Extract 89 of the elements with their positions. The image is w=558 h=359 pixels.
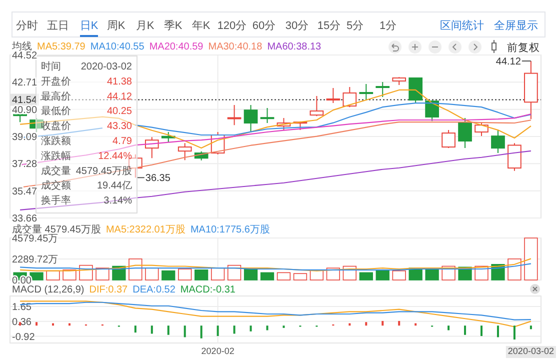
text: 5分 bbox=[346, 20, 364, 32]
annotation: 涨跌额 bbox=[41, 135, 71, 147]
annotation: 收盘价 bbox=[41, 120, 71, 132]
bar bbox=[376, 270, 390, 280]
text: MACD:-0.31 bbox=[180, 284, 236, 296]
candlestick bbox=[326, 88, 340, 104]
text: 季K bbox=[164, 19, 183, 32]
candlestick bbox=[491, 130, 505, 154]
y-tick-label: -0.92 bbox=[12, 332, 36, 343]
annotation: 2020-03-02 bbox=[80, 62, 132, 72]
annotation: 3.14% bbox=[104, 196, 132, 207]
y-tick-label: 42.71 bbox=[12, 78, 38, 89]
text: MA10:40.55 bbox=[90, 42, 145, 52]
annotation: 涨跌幅 bbox=[41, 150, 71, 162]
y-tick-label: 44.52 bbox=[12, 50, 38, 62]
annotation: 最高价 bbox=[41, 90, 71, 102]
bar bbox=[145, 268, 159, 280]
text: MA10:1775.6万股 bbox=[190, 224, 270, 236]
annotation: 43.30 bbox=[106, 121, 132, 132]
text: 1分 bbox=[379, 20, 397, 32]
annotation: 41.38 bbox=[106, 76, 132, 88]
bar bbox=[524, 238, 538, 280]
y-tick-label: 40.90 bbox=[12, 104, 38, 116]
annotation: 19.44亿 bbox=[96, 180, 132, 192]
text: MA60:38.13 bbox=[267, 42, 322, 52]
bar bbox=[46, 270, 60, 280]
text: MA5:39.79 bbox=[37, 42, 86, 52]
bar bbox=[392, 270, 406, 280]
text: 区间统计 bbox=[440, 19, 484, 32]
candlestick bbox=[178, 142, 192, 161]
text: MA5:2322.01万股 bbox=[106, 224, 186, 236]
text: MA30:40.18 bbox=[208, 42, 263, 52]
candlestick bbox=[310, 95, 324, 117]
series-label: DIF:0.37 bbox=[89, 284, 128, 296]
annotation: 时间 bbox=[41, 60, 61, 72]
text: 月K bbox=[136, 20, 155, 32]
candlestick bbox=[227, 104, 242, 126]
bar bbox=[276, 272, 291, 280]
annotation: 成交额 bbox=[41, 180, 71, 192]
annotation: 44.12 bbox=[106, 91, 132, 102]
text: 15分 bbox=[317, 20, 341, 32]
series-label: DEA:0.52 bbox=[132, 284, 176, 296]
bar bbox=[425, 270, 439, 280]
bar bbox=[128, 258, 142, 280]
text: MA20:40.59 bbox=[149, 42, 204, 52]
candlestick bbox=[260, 107, 274, 124]
text: 60分 bbox=[252, 20, 276, 32]
bar bbox=[210, 268, 225, 280]
legend-title: MACD (12,26,9) bbox=[12, 284, 84, 296]
candlestick bbox=[244, 104, 258, 132]
bar bbox=[508, 258, 522, 280]
y-tick-label: 0.36 bbox=[12, 316, 32, 328]
text: 年K bbox=[192, 20, 211, 32]
text: 周K bbox=[106, 20, 126, 32]
annotation: 最低价 bbox=[41, 105, 71, 118]
legend-title: 均线 bbox=[11, 40, 32, 52]
x-tick-label: 2020-02 bbox=[201, 346, 234, 356]
candlestick bbox=[458, 118, 472, 149]
annotation: 4579.45万股 bbox=[76, 166, 132, 177]
bar bbox=[162, 270, 176, 280]
annotation: 4.79 bbox=[112, 136, 132, 147]
y-tick-label: 4579.45万 bbox=[12, 234, 58, 244]
annotation: 36.35 bbox=[145, 173, 171, 184]
annotation: 44.12 bbox=[496, 56, 522, 68]
line-series bbox=[20, 263, 532, 270]
bar bbox=[244, 268, 258, 280]
text: 五日 bbox=[47, 20, 69, 32]
annotation: 40.25 bbox=[106, 106, 132, 118]
bar bbox=[227, 264, 242, 280]
candlestick bbox=[359, 83, 374, 101]
text: 分时 bbox=[16, 19, 38, 32]
text: 120分 bbox=[217, 20, 247, 32]
text: 30分 bbox=[285, 20, 309, 32]
y-tick-label: 35.47 bbox=[12, 186, 38, 198]
text: 日K bbox=[80, 20, 99, 32]
annotation: 12.44% bbox=[98, 150, 132, 162]
text: 前复权 bbox=[507, 42, 540, 54]
bar bbox=[293, 273, 308, 280]
bar bbox=[359, 272, 373, 280]
annotation: 换手率 bbox=[41, 194, 71, 207]
text: 全屏显示 bbox=[494, 20, 538, 32]
bar bbox=[194, 270, 208, 280]
candlestick bbox=[376, 82, 390, 98]
y-tick-label: 33.66 bbox=[12, 214, 38, 224]
y-tick-label: 2289.72万 bbox=[12, 254, 58, 266]
annotation: 开盘价 bbox=[41, 75, 71, 88]
bar bbox=[260, 272, 274, 280]
annotation: 成交量 bbox=[41, 164, 71, 177]
bar bbox=[178, 268, 192, 280]
